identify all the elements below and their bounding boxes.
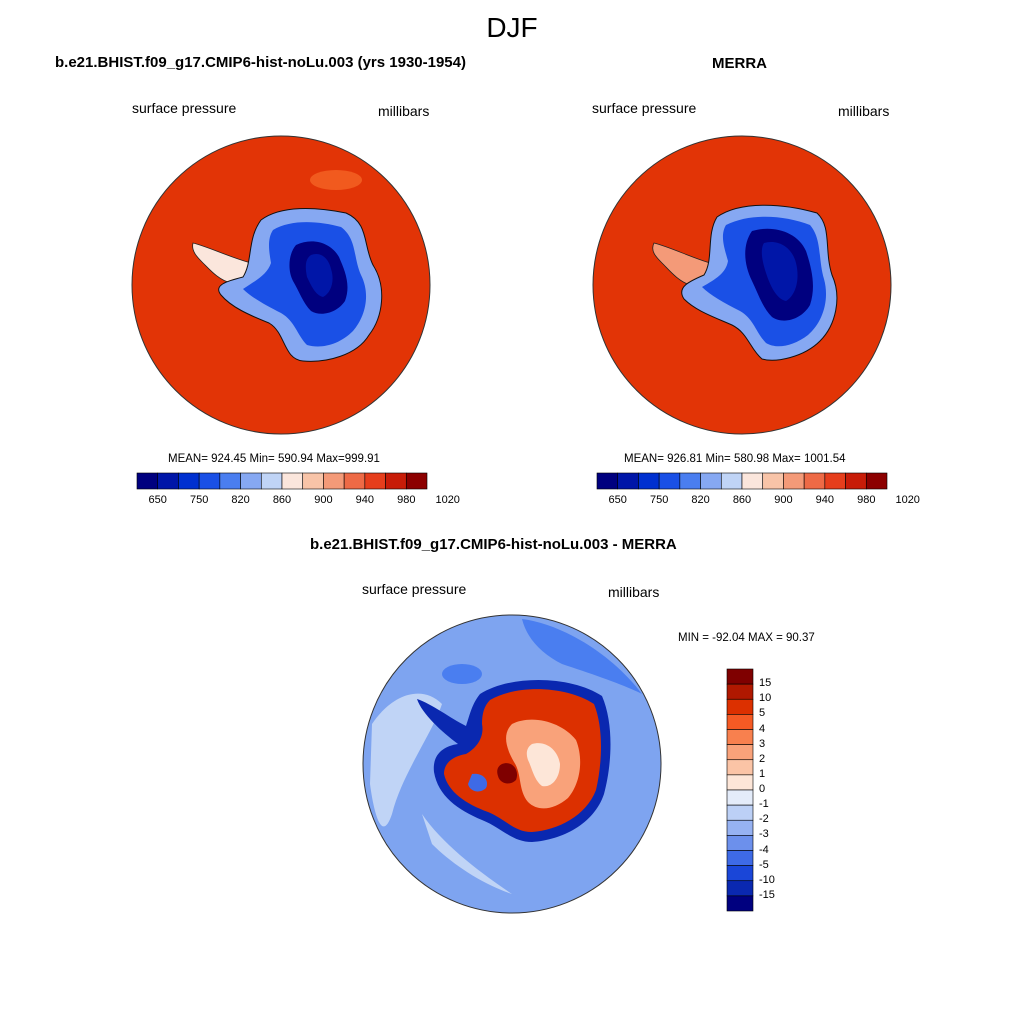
colorbar-swatch [726,819,754,836]
colorbar-swatch [240,472,262,490]
colorbar-swatch [726,835,754,851]
colorbar-swatch [726,804,754,821]
colorbar-swatch [679,472,701,490]
colorbar-tick-label: 900 [314,494,333,506]
colorbar-tick-label: -4 [759,843,769,856]
panel-2-colorbar [596,472,888,490]
colorbar-tick-label: 940 [815,494,835,506]
colorbar-tick-label: -2 [759,813,769,826]
colorbar-tick-label: 10 [759,692,772,705]
colorbar-swatch [700,472,722,490]
difference-colorbar [726,668,754,912]
colorbar-swatch [726,714,754,730]
colorbar-tick-label: 2 [759,752,766,765]
colorbar-swatch [596,472,619,490]
colorbar-swatch [726,880,754,897]
colorbar-swatch [741,472,764,490]
colorbar-tick-label: -3 [759,828,769,841]
difference-map [362,614,662,914]
colorbar-swatch [364,472,386,490]
colorbar-tick-label: 820 [231,494,250,506]
colorbar-swatch [281,472,304,490]
colorbar-swatch [726,759,754,776]
colorbar-swatch [219,472,241,490]
panel-1-variable: surface pressure [132,100,237,116]
colorbar-tick-label: 750 [189,494,209,506]
colorbar-tick-label: 980 [397,494,416,506]
colorbar-tick-label: 4 [759,722,766,735]
colorbar-swatch [260,472,283,490]
panel-2-variable: surface pressure [592,100,697,116]
colorbar-swatch [845,472,867,490]
colorbar-swatch [136,472,159,490]
colorbar-tick-label: -15 [759,888,775,901]
panel-2-colorbar-labels: 650 750 820 860 900 940 980 1020 [597,494,920,508]
colorbar-tick-label: 1 [759,767,766,780]
colorbar-tick-label: 860 [732,494,752,506]
colorbar-tick-label: 650 [608,494,627,506]
colorbar-swatch [343,472,366,490]
colorbar-tick-label: 750 [649,494,669,506]
colorbar-tick-label: 860 [272,494,292,506]
colorbar-swatch [726,744,754,761]
season-title: DJF [486,12,538,43]
colorbar-swatch [178,472,200,490]
colorbar-tick-label: 820 [691,494,710,506]
difference-stats: MIN = -92.04 MAX = 90.37 [678,632,815,644]
colorbar-tick-label: -10 [759,873,775,886]
colorbar-swatch [865,472,888,490]
panel-1-title: b.e21.BHIST.f09_g17.CMIP6-hist-noLu.003 … [55,54,466,71]
colorbar-swatch [726,729,754,745]
panel-1-colorbar-labels: 650 750 820 860 900 940 980 1020 [137,494,460,508]
colorbar-tick-label: -5 [759,858,769,871]
difference-units: millibars [608,584,660,600]
colorbar-swatch [198,472,221,490]
difference-variable: surface pressure [362,581,467,597]
colorbar-swatch [726,698,754,715]
panel-2-stats: MEAN= 926.81 Min= 580.98 Max= 1001.54 [624,453,846,465]
colorbar-tick-label: 940 [355,494,375,506]
colorbar-swatch [638,472,660,490]
colorbar-tick-label: 1020 [895,494,920,506]
colorbar-tick-label: 900 [774,494,793,506]
colorbar-swatch [302,472,324,490]
panel-2-title: MERRA [712,55,767,72]
colorbar-swatch [658,472,681,490]
panel-1-units: millibars [378,103,430,119]
colorbar-swatch [726,865,754,882]
colorbar-swatch [762,472,784,490]
panel-2-map [592,135,892,435]
panel-1-map [131,135,431,435]
colorbar-tick-label: 15 [759,677,772,690]
colorbar-tick-label: 980 [857,494,876,506]
colorbar-swatch [323,472,345,490]
colorbar-swatch [726,683,754,700]
colorbar-swatch [157,472,179,490]
panel-1-stats: MEAN= 924.45 Min= 590.94 Max=999.91 [168,453,380,465]
panel-1-colorbar [136,472,428,490]
colorbar-swatch [824,472,846,490]
panel-2-units: millibars [838,103,890,119]
colorbar-swatch [783,472,805,490]
difference-title: b.e21.BHIST.f09_g17.CMIP6-hist-noLu.003 … [310,536,677,553]
colorbar-tick-label: 0 [759,783,766,795]
colorbar-tick-label: 1020 [435,494,460,506]
colorbar-swatch [726,895,754,912]
colorbar-swatch [726,668,754,685]
colorbar-swatch [720,472,743,490]
colorbar-tick-label: 5 [759,707,766,720]
colorbar-swatch [726,850,754,866]
colorbar-tick-label: 3 [759,737,766,750]
colorbar-swatch [617,472,639,490]
colorbar-swatch [803,472,826,490]
colorbar-swatch [405,472,428,490]
colorbar-swatch [385,472,407,490]
colorbar-tick-label: 650 [148,494,167,506]
colorbar-tick-label: -1 [759,798,769,811]
colorbar-swatch [726,774,754,791]
colorbar-swatch [726,789,754,806]
difference-colorbar-labels: 15 10 5 4 3 2 1 0 -1 -2 -3 -4 -5 -10 -15 [759,669,799,911]
